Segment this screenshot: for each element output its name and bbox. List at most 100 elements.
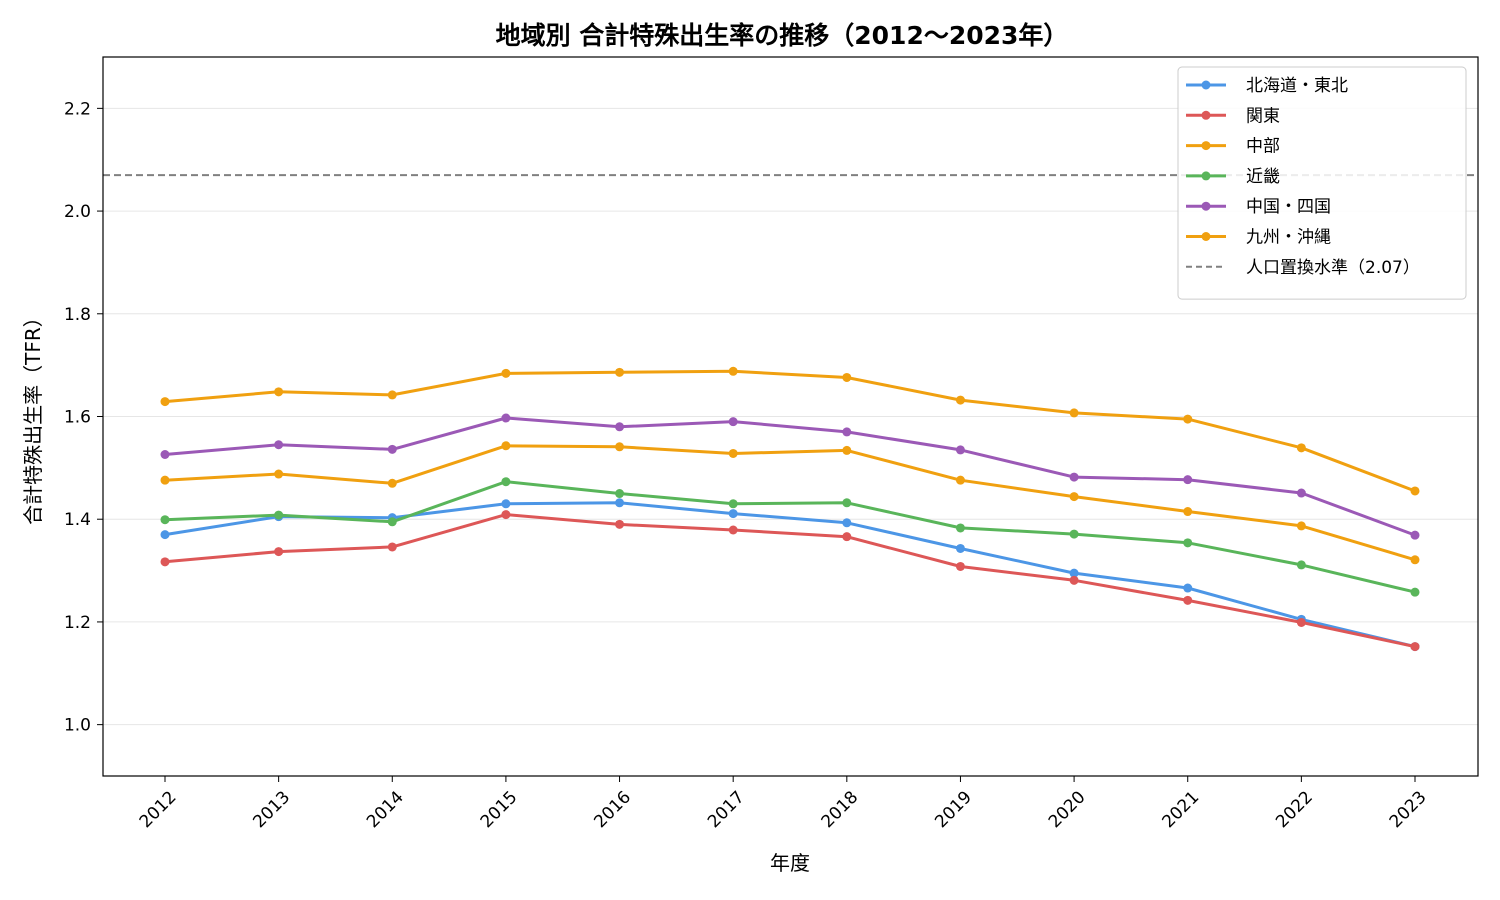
x-tick-label-2021: 2021 bbox=[1159, 787, 1204, 832]
legend-item-reference: 人口置換水準（2.07） bbox=[1186, 258, 1420, 278]
data-point-3-2022 bbox=[1296, 521, 1306, 531]
data-point-2-2018 bbox=[842, 532, 852, 542]
data-point-5-2022 bbox=[1296, 488, 1306, 498]
data-point-6-2016 bbox=[615, 367, 625, 377]
data-point-6-2022 bbox=[1296, 443, 1306, 453]
y-tick-label-1.4: 1.4 bbox=[64, 510, 91, 530]
data-point-2-2012 bbox=[160, 557, 170, 567]
legend-swatch-marker bbox=[1201, 80, 1211, 90]
series-2 bbox=[160, 510, 1420, 652]
data-point-4-2015 bbox=[501, 477, 511, 487]
series-4 bbox=[160, 477, 1420, 597]
data-point-6-2023 bbox=[1410, 486, 1420, 496]
x-tick-label-2016: 2016 bbox=[590, 787, 635, 832]
data-point-5-2018 bbox=[842, 427, 852, 437]
data-point-2-2019 bbox=[955, 561, 965, 571]
legend-swatch-marker bbox=[1201, 232, 1211, 241]
data-point-2-2016 bbox=[615, 519, 625, 529]
data-point-3-2019 bbox=[955, 475, 965, 485]
y-tick-label-2.2: 2.2 bbox=[64, 99, 91, 119]
data-point-3-2013 bbox=[274, 469, 284, 479]
data-point-3-2020 bbox=[1069, 492, 1079, 502]
data-point-4-2017 bbox=[728, 499, 738, 509]
legend-label: 近畿 bbox=[1246, 167, 1280, 187]
data-point-5-2023 bbox=[1410, 530, 1420, 540]
data-point-1-2020 bbox=[1069, 568, 1079, 578]
data-point-2-2023 bbox=[1410, 642, 1420, 652]
data-point-6-2013 bbox=[274, 387, 284, 397]
data-point-1-2018 bbox=[842, 518, 852, 528]
y-tick-label-1.6: 1.6 bbox=[64, 408, 91, 428]
data-point-1-2015 bbox=[501, 499, 511, 509]
x-tick-label-2015: 2015 bbox=[477, 787, 522, 832]
data-point-5-2015 bbox=[501, 413, 511, 423]
data-point-4-2023 bbox=[1410, 587, 1420, 597]
legend-label: 中国・四国 bbox=[1246, 197, 1331, 217]
data-point-6-2012 bbox=[160, 397, 170, 407]
x-tick-label-2023: 2023 bbox=[1386, 787, 1431, 832]
data-point-3-2015 bbox=[501, 441, 511, 451]
series-3 bbox=[160, 441, 1420, 565]
legend-label: 関東 bbox=[1246, 106, 1280, 126]
data-point-4-2014 bbox=[387, 517, 397, 527]
data-point-3-2021 bbox=[1183, 507, 1193, 517]
legend-swatch-marker bbox=[1201, 141, 1211, 151]
legend-item-4: 近畿 bbox=[1186, 167, 1280, 187]
legend-box bbox=[1177, 66, 1467, 300]
x-tick-label-2019: 2019 bbox=[931, 787, 976, 832]
series-line-3 bbox=[164, 444, 1416, 562]
y-axis: 1.0 1.2 1.4 1.6 1.8 2.0 2.2 bbox=[64, 99, 103, 736]
legend-item-6: 九州・沖縄 bbox=[1186, 228, 1331, 248]
data-point-3-2023 bbox=[1410, 555, 1420, 565]
series-line-2 bbox=[164, 513, 1416, 649]
series-6 bbox=[160, 366, 1420, 496]
data-point-4-2021 bbox=[1183, 538, 1193, 548]
series-1 bbox=[160, 498, 1420, 652]
y-axis-label: 合計特殊出生率（TFR） bbox=[21, 307, 45, 525]
data-point-3-2012 bbox=[160, 475, 170, 485]
x-tick-label-2017: 2017 bbox=[704, 787, 749, 832]
data-point-2-2020 bbox=[1069, 575, 1079, 585]
data-point-3-2017 bbox=[728, 448, 738, 458]
series-layer bbox=[160, 366, 1420, 652]
legend-label: 北海道・東北 bbox=[1246, 76, 1348, 96]
data-point-5-2016 bbox=[615, 422, 625, 432]
legend-label: 人口置換水準（2.07） bbox=[1246, 258, 1420, 278]
data-point-3-2014 bbox=[387, 478, 397, 488]
legend-item-5: 中国・四国 bbox=[1186, 197, 1331, 217]
data-point-1-2016 bbox=[615, 498, 625, 508]
data-point-2-2017 bbox=[728, 525, 738, 535]
data-point-1-2021 bbox=[1183, 583, 1193, 593]
data-point-4-2020 bbox=[1069, 529, 1079, 539]
data-point-5-2012 bbox=[160, 450, 170, 460]
data-point-6-2018 bbox=[842, 372, 852, 382]
data-point-6-2021 bbox=[1183, 414, 1193, 424]
legend-swatch-marker bbox=[1201, 110, 1211, 120]
data-point-5-2020 bbox=[1069, 472, 1079, 482]
data-point-2-2022 bbox=[1296, 617, 1306, 627]
series-line-6 bbox=[164, 369, 1416, 493]
legend-item-3: 中部 bbox=[1186, 137, 1280, 157]
x-tick-label-2012: 2012 bbox=[136, 787, 181, 832]
x-tick-label-2014: 2014 bbox=[363, 787, 408, 832]
legend-label: 中部 bbox=[1246, 137, 1280, 157]
data-point-3-2016 bbox=[615, 442, 625, 452]
data-point-2-2014 bbox=[387, 542, 397, 552]
data-point-1-2019 bbox=[955, 543, 965, 553]
data-point-5-2019 bbox=[955, 445, 965, 455]
legend-label: 九州・沖縄 bbox=[1246, 228, 1331, 248]
x-axis-label: 年度 bbox=[770, 851, 810, 875]
x-axis: 2012 2013 2014 2015 2016 2017 2018 2019 2020 2021… bbox=[136, 776, 1431, 832]
x-tick-label-2020: 2020 bbox=[1045, 787, 1090, 832]
chart-title: 地域別 合計特殊出生率の推移（2012〜2023年） bbox=[496, 21, 1069, 50]
data-point-5-2014 bbox=[387, 444, 397, 454]
data-point-5-2017 bbox=[728, 417, 738, 427]
data-point-4-2012 bbox=[160, 515, 170, 525]
data-point-2-2013 bbox=[274, 547, 284, 557]
data-point-4-2016 bbox=[615, 489, 625, 499]
data-point-4-2022 bbox=[1296, 560, 1306, 570]
legend-item-2: 関東 bbox=[1186, 106, 1280, 126]
legend-swatch-marker bbox=[1201, 171, 1211, 181]
